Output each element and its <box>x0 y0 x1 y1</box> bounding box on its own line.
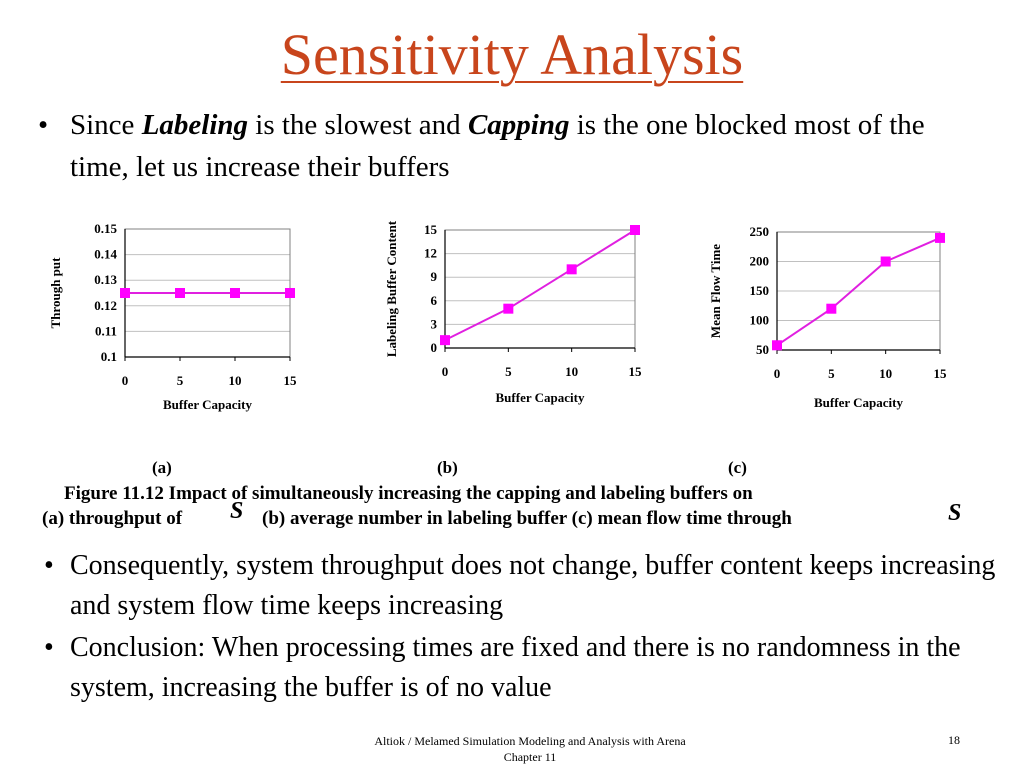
y-tick-label: 50 <box>756 342 769 357</box>
panel-label-a: (a) <box>152 458 172 477</box>
y-tick-label: 9 <box>431 269 438 284</box>
y-tick-label: 0.11 <box>95 323 117 338</box>
bullet-3-text: Conclusion: When processing times are fi… <box>70 632 961 703</box>
bullet-1-text: Since Labeling is the slowest and Cappin… <box>70 104 970 188</box>
x-tick-label: 15 <box>934 366 948 381</box>
x-axis-title: Buffer Capacity <box>814 395 903 410</box>
bullet-1-text-a: Since <box>70 109 142 141</box>
bullet-2-text: Consequently, system throughput does not… <box>70 550 996 621</box>
y-axis-title: Labeling Buffer Content <box>384 220 399 357</box>
data-point <box>630 225 640 235</box>
x-tick-label: 5 <box>828 366 835 381</box>
page-number: 18 <box>948 733 960 747</box>
y-tick-label: 0.12 <box>94 298 117 313</box>
bullet-1-emph-capping: Capping <box>467 109 570 141</box>
figure-symbol-s-1: S <box>230 498 244 524</box>
x-tick-label: 0 <box>774 366 781 381</box>
panel-label-b: (b) <box>437 458 458 477</box>
x-axis-title: Buffer Capacity <box>496 390 585 405</box>
y-tick-label: 100 <box>750 313 770 328</box>
chart-buffer-content-svg: 0 3 6 9 12 15 0 5 10 15 Buffer Capacity Labeling Bu… <box>384 220 643 405</box>
x-tick-label: 0 <box>442 364 449 379</box>
y-tick-label: 150 <box>750 283 770 298</box>
bullet-marker: • <box>44 550 54 581</box>
figure-caption-line2b: (b) average number in labeling buffer (c… <box>262 508 792 529</box>
y-axis-title: Through put <box>48 257 63 329</box>
data-point <box>826 303 837 314</box>
x-axis-title: Buffer Capacity <box>163 397 252 412</box>
chart-buffer-content: 0 3 6 9 12 15 0 5 10 15 Buffer Capacity Labeling Bu… <box>380 200 660 415</box>
bullet-1-emph-labeling: Labeling <box>141 109 249 141</box>
data-point <box>566 264 577 275</box>
bullet-2: • Consequently, system throughput does n… <box>44 546 1004 628</box>
data-point <box>230 288 240 298</box>
y-tick-label: 0.15 <box>94 221 117 236</box>
x-tick-label: 15 <box>629 364 643 379</box>
figure-caption-line2a: (a) throughput of <box>42 508 183 529</box>
y-tick-label: 0.13 <box>94 272 117 287</box>
y-tick-label: 0.1 <box>101 349 117 364</box>
chart-flow-time: 50 100 150 200 250 0 5 10 15 Buffer Capacity Mean … <box>700 215 970 420</box>
bullet-marker: • <box>38 109 49 141</box>
data-point <box>120 288 130 298</box>
y-tick-label: 250 <box>750 224 770 239</box>
y-tick-label: 0.14 <box>94 247 117 262</box>
data-point <box>440 335 450 346</box>
series-line <box>444 229 636 342</box>
panel-label-c: (c) <box>728 458 747 477</box>
x-tick-label: 10 <box>565 364 578 379</box>
chart-throughput-svg: 0.1 0.11 0.12 0.13 0.14 0.15 0 5 10 15 Buffer Capa… <box>48 221 298 412</box>
data-point <box>285 288 295 298</box>
y-tick-label: 3 <box>431 316 438 331</box>
y-tick-label: 12 <box>424 246 437 261</box>
footer-line1: Altiok / Melamed Simulation Modeling and… <box>374 734 686 748</box>
y-axis-title: Mean Flow Time <box>708 244 723 338</box>
chart-flow-time-svg: 50 100 150 200 250 0 5 10 15 Buffer Capacity Mean … <box>708 224 948 410</box>
y-tick-label: 0 <box>431 340 438 355</box>
y-tick-label: 6 <box>431 293 438 308</box>
x-tick-label: 5 <box>505 364 512 379</box>
x-tick-label: 10 <box>879 366 892 381</box>
y-tick-label: 15 <box>424 222 438 237</box>
data-point <box>935 232 945 243</box>
figure-caption-line1: Figure 11.12 Impact of simultaneously in… <box>64 483 753 504</box>
x-tick-label: 0 <box>122 373 129 388</box>
data-point <box>503 303 514 314</box>
bullet-3: • Conclusion: When processing times are … <box>44 628 1004 710</box>
x-tick-label: 10 <box>229 373 242 388</box>
x-tick-label: 5 <box>177 373 184 388</box>
footer-line2: Chapter 11 <box>503 750 557 764</box>
series-line <box>776 236 941 347</box>
bullet-1-text-c: is the one blocked most of the time, let… <box>70 109 925 183</box>
data-point <box>175 288 185 298</box>
chart-throughput: 0.1 0.11 0.12 0.13 0.14 0.15 0 5 10 15 Buffer Capa… <box>40 215 300 425</box>
bullet-marker: • <box>44 632 54 663</box>
bullet-1-text-b: is the slowest and <box>248 109 468 141</box>
data-point <box>772 340 782 351</box>
data-point <box>880 256 891 267</box>
figure-symbol-s-2: S <box>948 500 962 526</box>
y-tick-label: 200 <box>750 254 770 269</box>
slide-title: Sensitivity Analysis <box>280 22 744 87</box>
x-tick-label: 15 <box>284 373 298 388</box>
footer: Altiok / Melamed Simulation Modeling and… <box>300 733 760 765</box>
